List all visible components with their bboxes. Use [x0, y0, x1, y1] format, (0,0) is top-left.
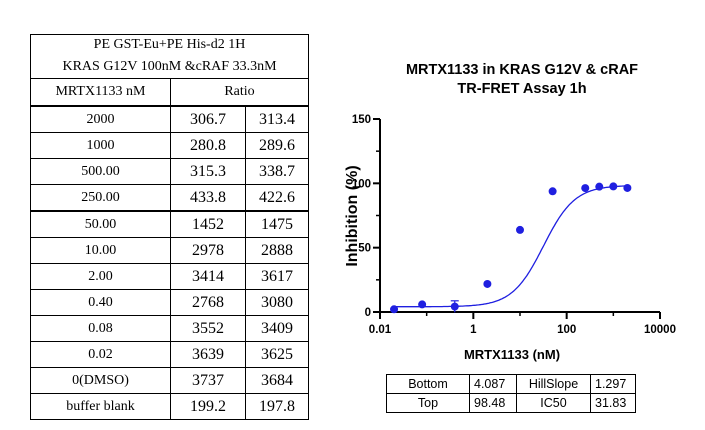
table-cell-ratio1: 199.2 [170, 393, 246, 420]
y-axis-label: Inhibition (%) [344, 165, 361, 266]
table-cell-conc: 0.40 [30, 289, 171, 316]
ratio-header: Ratio [170, 78, 309, 107]
data-point [483, 279, 492, 288]
table-cell-ratio2: 422.6 [245, 184, 309, 212]
table-cell-ratio1: 280.8 [170, 132, 246, 159]
fit-curve [394, 185, 628, 308]
data-point [450, 302, 459, 311]
x-tick-label: 0.01 [369, 324, 392, 336]
top-value: 98.48 [469, 393, 517, 413]
concentration-header: MRTX1133 nM [30, 78, 171, 107]
top-label: Top [386, 393, 470, 413]
table-cell-ratio1: 1452 [170, 210, 246, 238]
y-tick-label: 150 [352, 114, 371, 126]
table-cell-ratio2: 289.6 [245, 132, 309, 159]
data-point [418, 300, 427, 309]
ratio-data-table: PE GST-Eu+PE His-d2 1H KRAS G12V 100nM &… [30, 34, 309, 420]
y-tick-label: 50 [358, 243, 371, 255]
table-title-line1: PE GST-Eu+PE His-d2 1H [30, 34, 309, 55]
data-point [516, 225, 524, 234]
table-cell-ratio1: 433.8 [170, 184, 246, 212]
data-point [609, 182, 618, 191]
table-title-line2: KRAS G12V 100nM &cRAF 33.3nM [30, 55, 309, 79]
table-cell-ratio1: 306.7 [170, 105, 246, 133]
data-point [581, 184, 590, 193]
hillslope-label: HillSlope [516, 374, 591, 394]
fit-parameter-table: Bottom 4.087 HillSlope 1.297 Top 98.48 I… [386, 374, 636, 413]
table-cell-ratio2: 3617 [245, 263, 309, 290]
data-point [548, 187, 557, 196]
y-tick-label: 0 [365, 307, 371, 319]
table-cell-ratio1: 315.3 [170, 158, 246, 185]
table-cell-conc: 250.00 [30, 184, 171, 212]
hillslope-value: 1.297 [590, 374, 636, 394]
table-cell-ratio2: 197.8 [245, 393, 309, 420]
y-axis-ticks: 0 50 100 150 [352, 114, 380, 319]
fit-curve-group [394, 185, 628, 308]
x-tick-label: 1 [470, 324, 477, 336]
table-cell-ratio1: 3414 [170, 263, 246, 290]
table-cell-ratio1: 3552 [170, 315, 246, 342]
x-tick-label: 10000 [644, 324, 676, 336]
y-tick-label: 100 [352, 178, 371, 190]
table-cell-ratio1: 2768 [170, 289, 246, 316]
table-cell-conc: 2.00 [30, 263, 171, 290]
bottom-value: 4.087 [469, 374, 517, 394]
data-point [595, 182, 604, 191]
table-cell-ratio2: 338.7 [245, 158, 309, 185]
table-cell-ratio2: 1475 [245, 210, 309, 238]
data-points-group [390, 182, 632, 314]
table-cell-conc: 0.02 [30, 341, 171, 368]
table-cell-ratio1: 3737 [170, 367, 246, 394]
table-cell-ratio2: 3080 [245, 289, 309, 316]
x-axis-label: MRTX1133 (nM) [464, 347, 560, 362]
chart-subtitle: TR-FRET Assay 1h [457, 81, 586, 97]
data-point [390, 305, 399, 314]
x-axis-ticks: 0.01 1 100 10000 [369, 312, 676, 336]
ic50-label: IC50 [516, 393, 591, 413]
table-cell-conc: buffer blank [30, 393, 171, 420]
x-tick-label: 100 [557, 324, 576, 336]
bottom-label: Bottom [386, 374, 470, 394]
data-point [623, 183, 632, 192]
ic50-value: 31.83 [590, 393, 636, 413]
table-cell-conc: 500.00 [30, 158, 171, 185]
table-cell-conc: 10.00 [30, 237, 171, 264]
table-cell-ratio1: 2978 [170, 237, 246, 264]
chart-title: MRTX1133 in KRAS G12V & cRAF [406, 62, 638, 78]
table-cell-conc: 0(DMSO) [30, 367, 171, 394]
